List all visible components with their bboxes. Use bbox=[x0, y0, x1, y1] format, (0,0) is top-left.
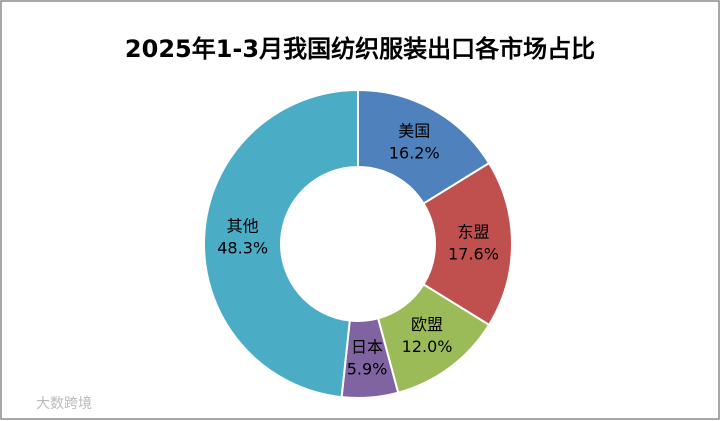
slice-value-label: 17.6% bbox=[448, 245, 499, 264]
slice-label: 东盟 bbox=[457, 223, 489, 242]
watermark: 大数跨境 bbox=[36, 396, 92, 412]
slice-label: 美国 bbox=[398, 122, 430, 141]
donut-slice bbox=[422, 161, 513, 327]
donut-slice bbox=[357, 88, 491, 205]
slice-label: 欧盟 bbox=[411, 315, 443, 334]
chart-title: 2025年1-3月我国纺织服装出口各市场占比 bbox=[125, 35, 595, 63]
slice-value-label: 48.3% bbox=[217, 238, 268, 257]
slice-label: 日本 bbox=[351, 338, 383, 357]
slice-value-label: 12.0% bbox=[402, 337, 453, 356]
slice-label: 其他 bbox=[227, 216, 259, 235]
slice-value-label: 5.9% bbox=[347, 360, 388, 379]
donut-slice bbox=[203, 88, 359, 399]
slice-value-label: 16.2% bbox=[389, 144, 440, 163]
